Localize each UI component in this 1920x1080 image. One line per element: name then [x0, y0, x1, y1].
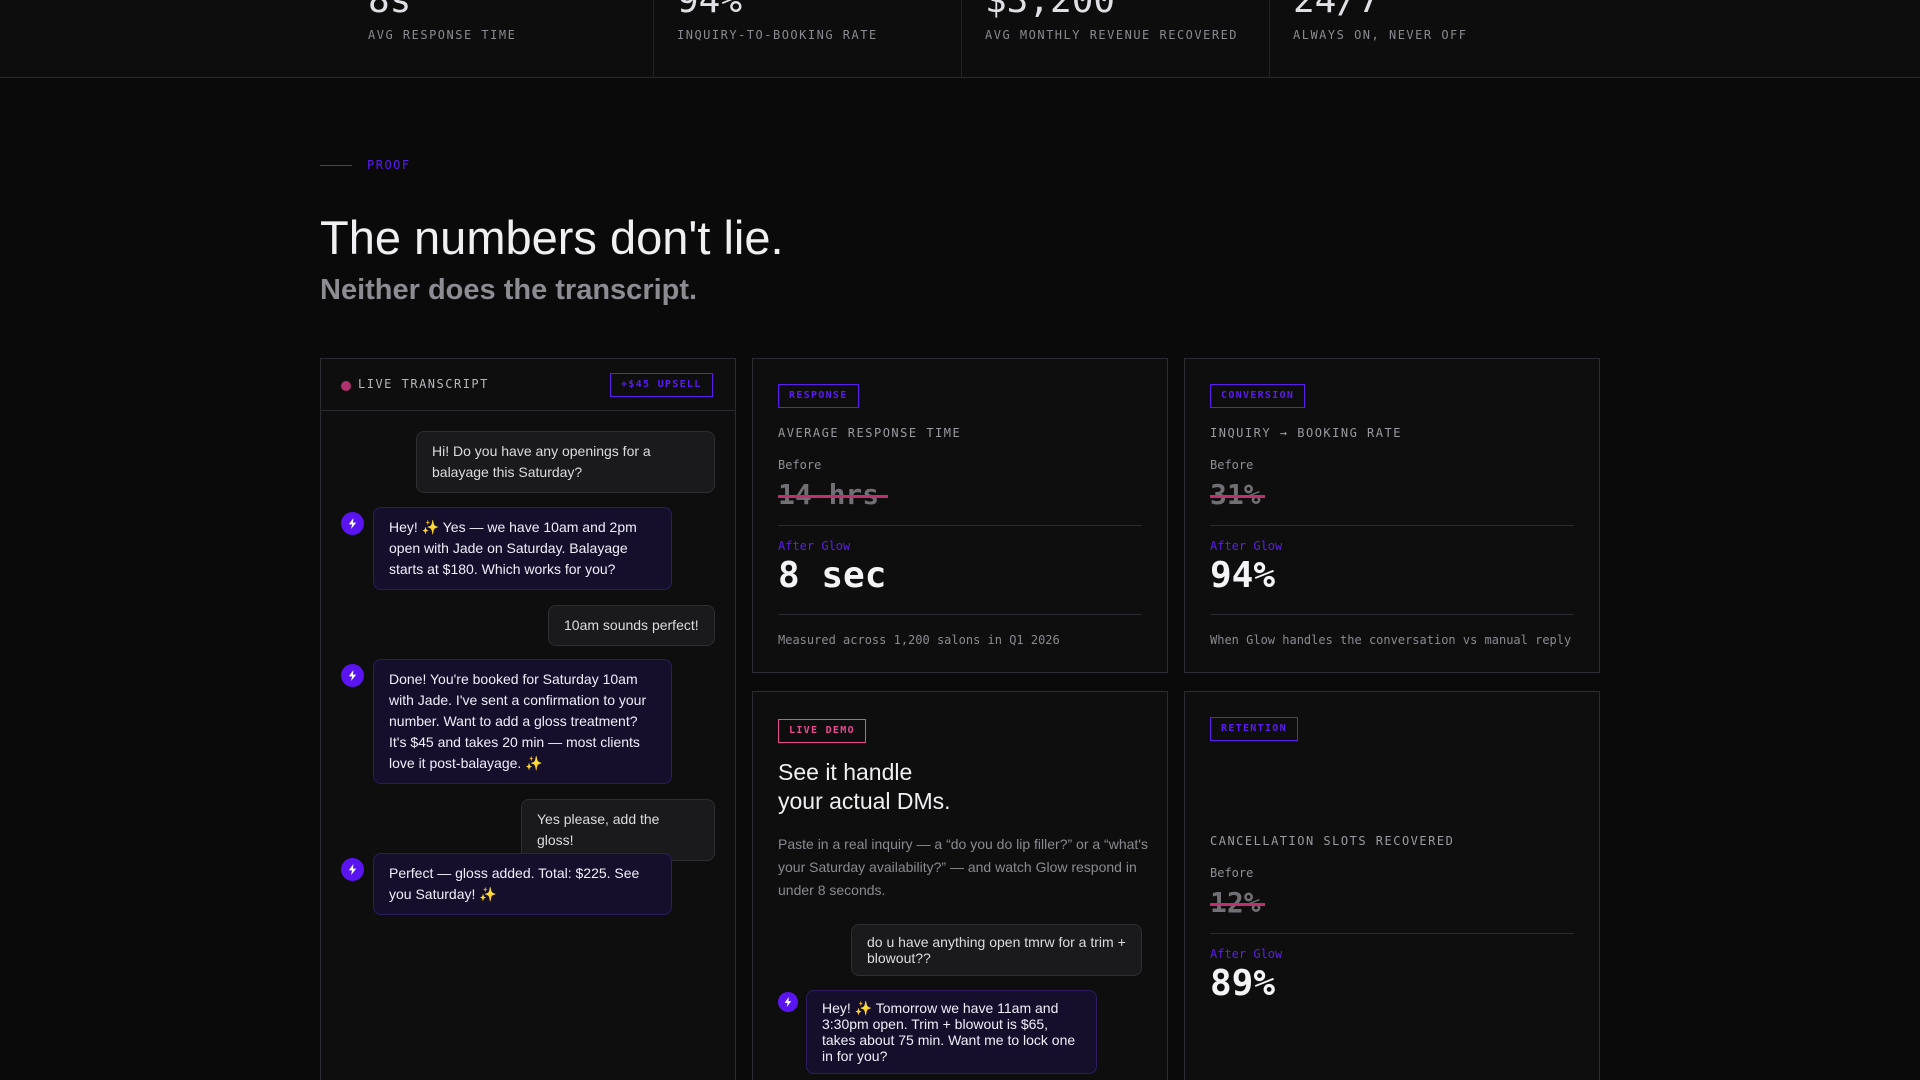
chat-message-user: 10am sounds perfect! — [548, 605, 715, 646]
section-eyebrow: PROOF — [320, 157, 411, 173]
transcript-label: LIVE TRANSCRIPT — [358, 377, 489, 391]
demo-title: See it handle your actual DMs. — [778, 758, 951, 816]
chat-message-bot: Perfect — gloss added. Total: $225. See … — [373, 853, 672, 915]
live-demo-card: LIVE DEMO See it handle your actual DMs.… — [752, 691, 1168, 1080]
strikethrough — [1210, 495, 1265, 498]
live-demo-tag: LIVE DEMO — [778, 719, 866, 743]
lightning-icon — [348, 518, 357, 529]
response-card: RESPONSE AVERAGE RESPONSE TIME Before 14… — [752, 358, 1168, 673]
stat-label: INQUIRY-TO-BOOKING RATE — [677, 28, 878, 42]
response-tag: RESPONSE — [778, 384, 859, 408]
lightning-icon — [348, 670, 357, 681]
divider — [778, 614, 1142, 615]
before-value: 12% — [1210, 886, 1261, 919]
metric-label: CANCELLATION SLOTS RECOVERED — [1210, 834, 1455, 848]
footnote: When Glow handles the conversation vs ma… — [1210, 633, 1572, 647]
upsell-badge: +$45 UPSELL — [610, 373, 713, 397]
retention-card: RETENTION CANCELLATION SLOTS RECOVERED B… — [1184, 691, 1600, 1080]
after-label: After Glow — [778, 539, 851, 553]
stat-label: AVG MONTHLY REVENUE RECOVERED — [985, 28, 1239, 42]
strikethrough — [1210, 903, 1265, 906]
chat-message-user: Hi! Do you have any openings for a balay… — [416, 431, 715, 493]
chat-message-bot: Hey! ✨ Yes — we have 10am and 2pm open w… — [373, 507, 672, 590]
stat-label: ALWAYS ON, NEVER OFF — [1293, 28, 1468, 42]
lightning-icon — [784, 997, 792, 1007]
stat-booking-rate: 94% INQUIRY-TO-BOOKING RATE — [654, 0, 961, 78]
eyebrow-line — [320, 164, 352, 166]
before-label: Before — [778, 458, 822, 472]
stat-response-time: 8s AVG RESPONSE TIME — [320, 0, 653, 78]
metric-label: INQUIRY → BOOKING RATE — [1210, 426, 1402, 440]
transcript-card: LIVE TRANSCRIPT +$45 UPSELL Hi! Do you h… — [320, 358, 736, 1080]
stat-divider — [1269, 0, 1270, 78]
transcript-header: LIVE TRANSCRIPT +$45 UPSELL — [321, 359, 735, 411]
demo-user-message: do u have anything open tmrw for a trim … — [851, 924, 1142, 976]
divider — [1210, 614, 1574, 615]
before-value: 31% — [1210, 478, 1261, 511]
retention-tag: RETENTION — [1210, 717, 1298, 741]
bot-avatar — [778, 992, 798, 1012]
conversion-tag: CONVERSION — [1210, 384, 1306, 408]
metric-label: AVERAGE RESPONSE TIME — [778, 426, 962, 440]
bot-avatar — [341, 664, 364, 687]
eyebrow-text: PROOF — [367, 158, 411, 172]
live-dot-icon — [341, 381, 351, 391]
stat-divider — [653, 0, 654, 78]
chat-message-user: Yes please, add the gloss! — [521, 799, 715, 861]
before-label: Before — [1210, 866, 1254, 880]
demo-title-line: See it handle — [778, 759, 913, 785]
stat-value: $3,200 — [985, 0, 1116, 21]
before-value: 14 hrs — [778, 478, 880, 511]
after-value: 94% — [1210, 555, 1276, 596]
stat-always-on: 24/7 ALWAYS ON, NEVER OFF — [1270, 0, 1600, 78]
demo-description: Paste in a real inquiry — a “do you do l… — [778, 836, 1148, 898]
chat-message-bot: Done! You're booked for Saturday 10am wi… — [373, 659, 672, 784]
lightning-icon — [348, 864, 357, 875]
bot-avatar — [341, 512, 364, 535]
demo-bot-message: Hey! ✨ Tomorrow we have 11am and 3:30pm … — [806, 990, 1097, 1074]
stat-label: AVG RESPONSE TIME — [368, 28, 517, 42]
section-subtitle: Neither does the transcript. — [320, 274, 698, 306]
bot-avatar — [341, 858, 364, 881]
after-label: After Glow — [1210, 947, 1283, 961]
stat-revenue-recovered: $3,200 AVG MONTHLY REVENUE RECOVERED — [962, 0, 1269, 78]
stat-divider — [961, 0, 962, 78]
conversion-card: CONVERSION INQUIRY → BOOKING RATE Before… — [1184, 358, 1600, 673]
after-value: 89% — [1210, 963, 1276, 1004]
stat-value: 94% — [677, 0, 743, 21]
after-label: After Glow — [1210, 539, 1283, 553]
divider — [778, 525, 1142, 526]
stat-value: 24/7 — [1293, 0, 1380, 21]
divider — [1210, 525, 1574, 526]
stats-strip: 8s AVG RESPONSE TIME 94% INQUIRY-TO-BOOK… — [0, 0, 1920, 78]
demo-title-line: your actual DMs. — [778, 788, 951, 814]
before-label: Before — [1210, 458, 1254, 472]
section-title: The numbers don't lie. — [320, 211, 784, 264]
footnote: Measured across 1,200 salons in Q1 2026 — [778, 633, 1060, 647]
after-value: 8 sec — [778, 555, 887, 596]
strikethrough — [778, 495, 888, 498]
stat-value: 8s — [368, 0, 412, 21]
divider — [1210, 933, 1574, 934]
